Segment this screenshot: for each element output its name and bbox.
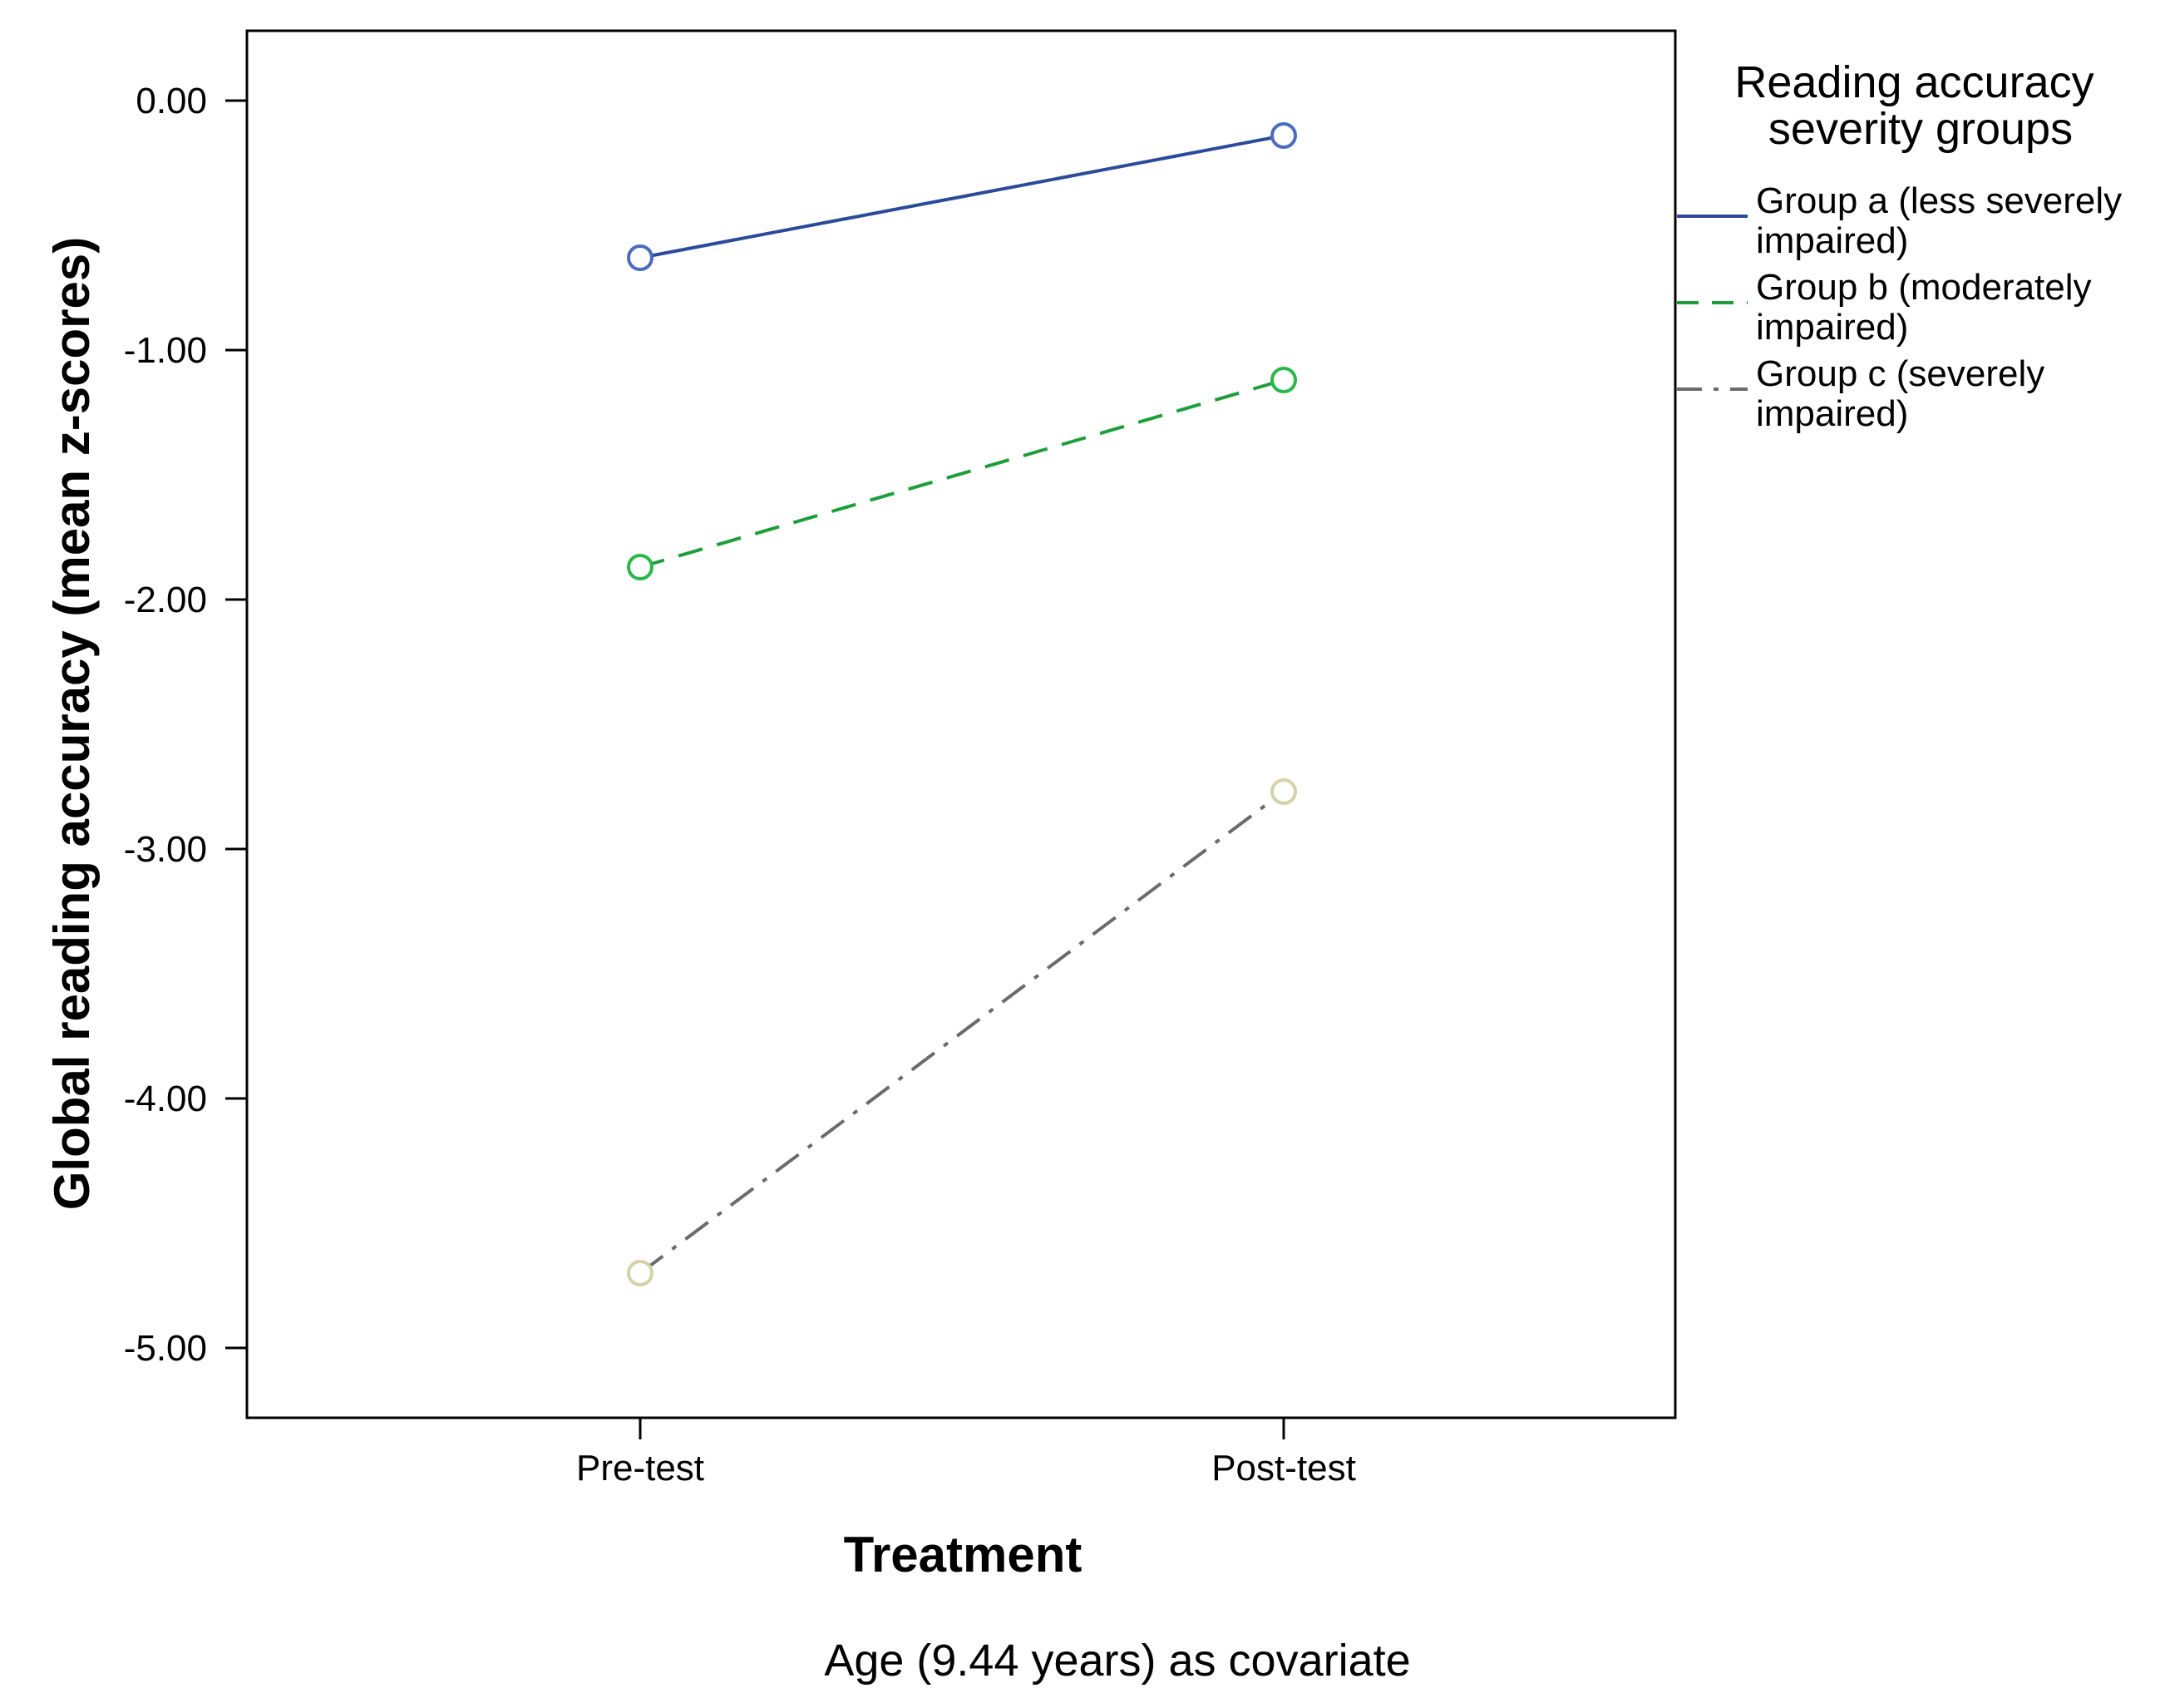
legend-label: Group b (moderately impaired)	[1756, 267, 2092, 348]
y-tick-label: -4.00	[124, 1079, 207, 1119]
data-point	[627, 1260, 653, 1286]
legend-label-line: impaired)	[1756, 393, 1908, 434]
y-tick-label: -3.00	[124, 829, 207, 870]
y-axis: 0.00 -1.00 -2.00 -3.00 -4.00 -5.00	[124, 81, 247, 1369]
legend-label-line: impaired)	[1756, 220, 1908, 261]
x-axis-title: Treatment	[844, 1527, 1082, 1582]
y-tick-label: -2.00	[124, 580, 207, 620]
y-tick-label: 0.00	[136, 81, 207, 121]
legend-label-line: impaired)	[1756, 307, 1908, 348]
legend-label-line: Group b (moderately	[1756, 267, 2092, 308]
series-line-1	[639, 134, 1285, 259]
data-point	[1270, 778, 1297, 805]
x-tick-label: Post-test	[1211, 1448, 1356, 1488]
data-point	[627, 554, 653, 580]
data-point	[1270, 122, 1297, 149]
legend-title: Reading accuracy severity groups	[1734, 57, 2106, 154]
data-point	[1270, 367, 1297, 393]
legend: Group a (less severely impaired)Group b (…	[1677, 180, 2122, 434]
legend-label-line: Group a (less severely	[1756, 180, 2122, 221]
legend-title-line-1: Reading accuracy	[1734, 57, 2093, 107]
legend-label: Group a (less severely impaired)	[1756, 180, 2122, 261]
legend-title-line-2: severity groups	[1768, 104, 2073, 154]
x-axis: Pre-test Post-test	[576, 1418, 1356, 1488]
data-point	[627, 244, 653, 271]
y-axis-title: Global reading accuracy (mean z-scores)	[44, 237, 100, 1210]
x-tick-label: Pre-test	[576, 1448, 704, 1488]
y-tick-label: -5.00	[124, 1328, 207, 1369]
y-tick-label: -1.00	[124, 330, 207, 371]
footnote: Age (9.44 years) as covariate	[824, 1636, 1410, 1686]
legend-label: Group c (severely impaired)	[1756, 353, 2044, 434]
plot-frame	[245, 29, 1677, 1419]
series-line-2	[639, 378, 1285, 569]
series-line-3	[639, 790, 1285, 1275]
series-layer	[627, 122, 1297, 1286]
legend-label-line: Group c (severely	[1756, 353, 2044, 394]
